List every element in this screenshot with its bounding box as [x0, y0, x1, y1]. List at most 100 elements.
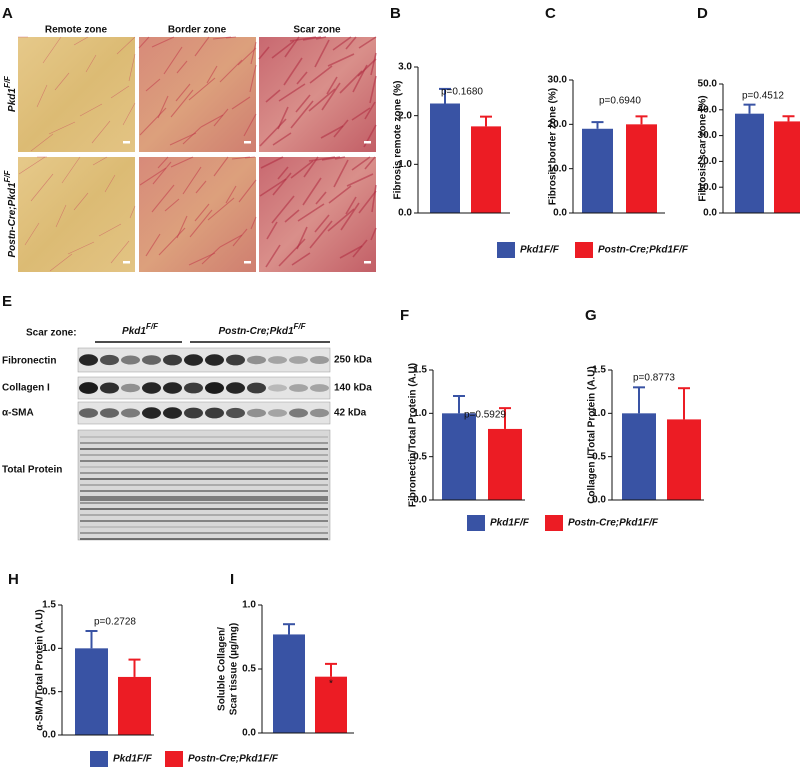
fiber — [278, 83, 306, 102]
blot-total-band — [80, 436, 328, 438]
fiber — [238, 179, 257, 203]
histology-image — [139, 157, 256, 272]
blot-band — [79, 408, 98, 418]
zone-label: Scar zone — [293, 25, 341, 36]
fiber — [194, 203, 210, 222]
band-size: 42 kDa — [334, 408, 367, 419]
legend-label: Pkd1F/F — [490, 518, 530, 529]
y-tick-label: 0.5 — [42, 686, 56, 697]
blot-total-band — [80, 508, 328, 510]
y-tick-label: 20.0 — [548, 119, 568, 130]
y-tick-label: 50.0 — [698, 79, 718, 90]
panel-letter: B — [390, 5, 401, 22]
fiber — [104, 174, 116, 193]
fiber — [333, 119, 349, 138]
fiber — [321, 156, 341, 161]
fiber — [339, 70, 363, 94]
fiber — [138, 36, 150, 49]
y-tick-label: 1.0 — [42, 643, 56, 654]
blot-band — [100, 382, 119, 394]
fiber — [110, 240, 130, 264]
fiber — [345, 196, 357, 215]
legend-label: Pkd1F/F — [520, 245, 560, 256]
y-axis-label: Scar tissue (µg/mg) — [229, 623, 240, 715]
fiber — [139, 167, 167, 186]
blot-band — [247, 408, 266, 418]
fiber — [333, 159, 349, 188]
fiber — [302, 177, 322, 206]
blot-total-band — [80, 502, 328, 504]
blot-total-band — [80, 514, 328, 516]
fiber — [98, 223, 122, 237]
fiber — [265, 89, 281, 103]
fiber — [260, 156, 284, 169]
y-tick-label: 1.5 — [413, 365, 427, 376]
genotype-label: Pkd1F/F — [3, 75, 18, 112]
blot-band — [163, 354, 182, 366]
protein-label: Fibronectin — [2, 356, 56, 367]
fiber — [357, 58, 377, 77]
bar — [488, 428, 522, 500]
bar — [273, 634, 305, 733]
fiber — [290, 160, 314, 179]
fiber — [309, 65, 333, 84]
fiber — [290, 100, 314, 129]
fiber — [351, 107, 371, 121]
fiber — [170, 89, 194, 118]
blot-band — [121, 355, 140, 365]
fiber — [249, 64, 257, 93]
y-tick-label: 2.0 — [398, 110, 412, 121]
blot-total-band — [80, 442, 328, 444]
fiber — [271, 195, 295, 224]
fiber — [284, 209, 300, 223]
bar — [622, 413, 656, 500]
fiber — [48, 121, 76, 135]
fiber — [370, 227, 377, 241]
blot-total-band — [80, 496, 328, 501]
fiber — [207, 197, 235, 221]
fiber — [308, 88, 336, 112]
fiber — [266, 221, 278, 240]
p-value: p=0.2728 — [94, 617, 136, 628]
y-axis-label: Collagen I/Total Protein (A.U) — [587, 366, 598, 504]
blot-band — [247, 355, 266, 365]
y-tick-label: 0.5 — [592, 451, 606, 462]
panel-letter: E — [2, 293, 12, 310]
fiber — [326, 76, 338, 95]
protein-label: α-SMA — [2, 408, 34, 419]
fiber — [61, 156, 81, 184]
fiber — [314, 39, 330, 68]
genotype-label-sup: F/F — [3, 169, 12, 182]
fiber — [49, 253, 73, 272]
fiber — [369, 75, 377, 104]
fiber — [158, 227, 186, 256]
blot-band — [121, 408, 140, 418]
bar — [442, 413, 476, 500]
blot-total-band — [80, 460, 328, 462]
fiber — [351, 156, 371, 171]
histology-image — [259, 37, 376, 152]
fiber — [85, 54, 97, 73]
legend-swatch — [467, 515, 485, 531]
y-axis-label: Fibronectin/Total Protein (A.U) — [408, 363, 419, 507]
blot-band — [226, 382, 245, 394]
fiber — [334, 156, 346, 160]
fiber — [314, 214, 330, 233]
fiber — [139, 107, 167, 136]
fiber — [243, 113, 257, 137]
p-value: p=0.5929 — [464, 410, 506, 421]
fiber — [206, 65, 218, 84]
y-tick-label: 3.0 — [398, 62, 412, 73]
histology-image — [139, 37, 256, 152]
blot-band — [310, 355, 329, 365]
y-axis-label: Fibrosis border zone (%) — [548, 88, 559, 205]
blot-strip — [77, 376, 331, 400]
y-tick-label: 10.0 — [548, 163, 568, 174]
y-tick-label: 0.0 — [242, 728, 256, 739]
bar — [430, 103, 460, 213]
genotype-label: Postn-Cre;Pkd1F/F — [3, 169, 18, 257]
scale-bar — [123, 261, 130, 264]
legend-label: Pkd1F/F — [113, 754, 153, 765]
fiber — [370, 52, 377, 76]
